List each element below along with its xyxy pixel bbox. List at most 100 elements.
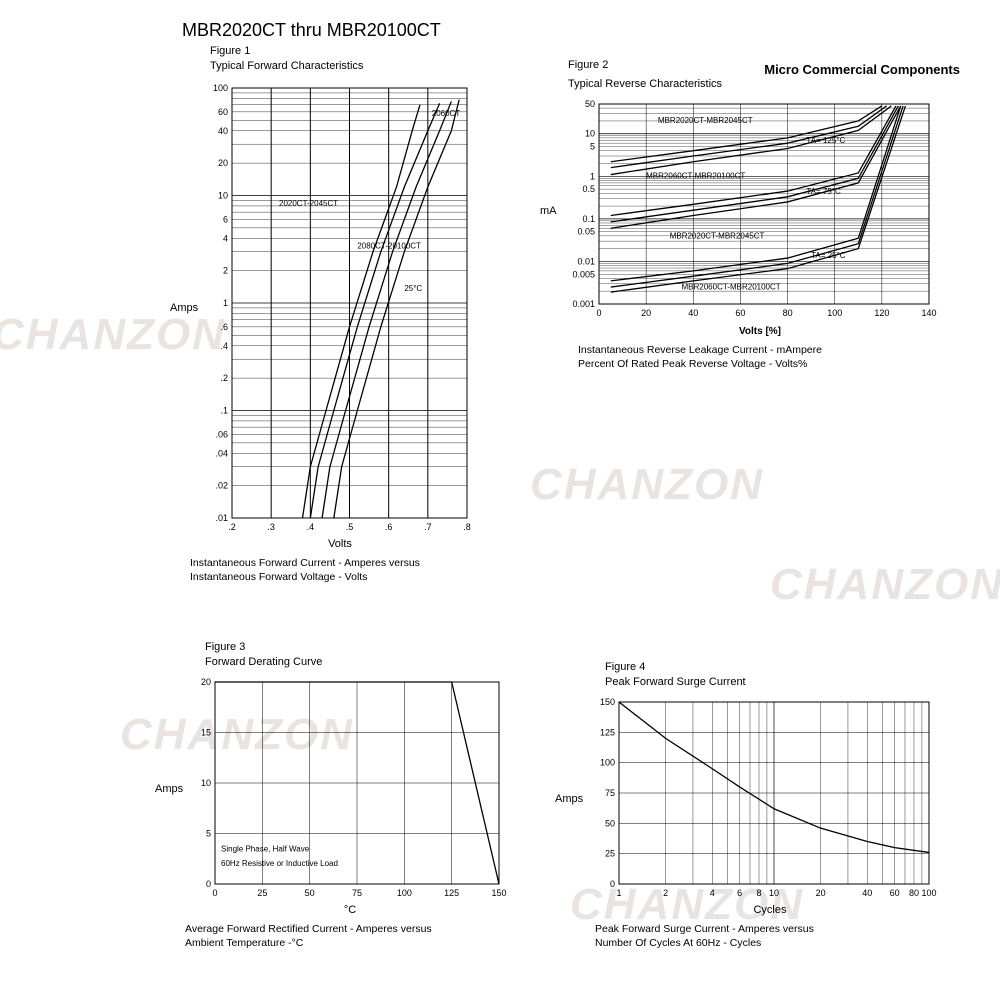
- svg-text:Single Phase, Half Wave: Single Phase, Half Wave: [221, 844, 310, 853]
- svg-text:.7: .7: [424, 522, 432, 532]
- svg-text:80: 80: [909, 888, 919, 898]
- fig3-title-a: Figure 3: [205, 641, 245, 653]
- svg-text:125: 125: [444, 888, 459, 898]
- svg-text:20: 20: [218, 158, 228, 168]
- svg-text:.4: .4: [221, 340, 229, 350]
- svg-text:20: 20: [641, 308, 651, 318]
- svg-text:4: 4: [223, 233, 228, 243]
- svg-text:1: 1: [589, 171, 594, 181]
- fig2-caption-b: Percent Of Rated Peak Reverse Voltage - …: [578, 358, 807, 370]
- svg-text:.01: .01: [216, 513, 229, 523]
- svg-text:MBR2060CT-MBR20100CT: MBR2060CT-MBR20100CT: [646, 171, 745, 180]
- svg-text:100: 100: [213, 83, 228, 93]
- fig3-plot: 025507510012515020151050Single Phase, Ha…: [187, 674, 507, 904]
- fig3-caption-a: Average Forward Rectified Current - Ampe…: [185, 923, 432, 935]
- svg-text:0: 0: [206, 879, 211, 889]
- svg-text:5: 5: [589, 141, 594, 151]
- svg-text:MBR2020CT-MBR2045CT: MBR2020CT-MBR2045CT: [669, 231, 764, 240]
- fig1-caption-b: Instantaneous Forward Voltage - Volts: [190, 571, 367, 583]
- figure-4: Figure 4 Peak Forward Surge Current Amps…: [555, 660, 955, 950]
- svg-text:MBR2060CT-MBR20100CT: MBR2060CT-MBR20100CT: [681, 282, 780, 291]
- svg-text:.2: .2: [228, 522, 236, 532]
- svg-text:4: 4: [710, 888, 715, 898]
- figure-2: Figure 2 Micro Commercial Components Typ…: [540, 58, 960, 371]
- svg-text:TA= 25°C: TA= 25°C: [811, 251, 846, 260]
- svg-text:150: 150: [492, 888, 507, 898]
- svg-text:10: 10: [218, 190, 228, 200]
- svg-text:2060CT: 2060CT: [432, 109, 461, 118]
- svg-text:10: 10: [201, 778, 211, 788]
- svg-text:0.001: 0.001: [572, 299, 595, 309]
- svg-text:100: 100: [397, 888, 412, 898]
- svg-text:0: 0: [596, 308, 601, 318]
- fig1-caption-a: Instantaneous Forward Current - Amperes …: [190, 557, 420, 569]
- svg-text:0.1: 0.1: [582, 214, 595, 224]
- svg-text:1: 1: [223, 298, 228, 308]
- svg-text:6: 6: [223, 214, 228, 224]
- svg-text:10: 10: [769, 888, 779, 898]
- svg-text:75: 75: [605, 788, 615, 798]
- watermark: CHANZON: [770, 560, 1000, 610]
- fig4-title-b: Peak Forward Surge Current: [605, 676, 746, 688]
- fig2-ylabel: mA: [540, 205, 557, 217]
- svg-text:.3: .3: [268, 522, 276, 532]
- svg-text:60: 60: [218, 107, 228, 117]
- watermark: CHANZON: [530, 460, 764, 510]
- svg-text:75: 75: [352, 888, 362, 898]
- svg-text:0.005: 0.005: [572, 269, 595, 279]
- svg-text:40: 40: [862, 888, 872, 898]
- svg-text:25: 25: [605, 848, 615, 858]
- svg-text:100: 100: [600, 757, 615, 767]
- svg-text:20: 20: [201, 677, 211, 687]
- fig3-ylabel: Amps: [155, 783, 183, 795]
- svg-text:0: 0: [610, 879, 615, 889]
- svg-text:.1: .1: [221, 405, 229, 415]
- svg-text:2: 2: [223, 265, 228, 275]
- fig4-title-a: Figure 4: [605, 661, 645, 673]
- svg-text:.6: .6: [221, 322, 229, 332]
- svg-text:0.5: 0.5: [582, 184, 595, 194]
- fig3-title-b: Forward Derating Curve: [205, 656, 322, 668]
- svg-text:2020CT-2045CT: 2020CT-2045CT: [279, 199, 338, 208]
- fig1-title-b: Typical Forward Characteristics: [210, 60, 363, 72]
- svg-text:.2: .2: [221, 373, 229, 383]
- svg-text:.5: .5: [346, 522, 354, 532]
- fig4-xlabel: Cycles: [585, 904, 955, 916]
- svg-text:120: 120: [874, 308, 889, 318]
- fig4-caption-a: Peak Forward Surge Current - Amperes ver…: [595, 923, 814, 935]
- fig1-ylabel: Amps: [170, 302, 198, 314]
- svg-text:TA= 75°C: TA= 75°C: [806, 187, 841, 196]
- svg-text:40: 40: [688, 308, 698, 318]
- svg-text:1: 1: [617, 888, 622, 898]
- fig2-title-a: Figure 2: [568, 59, 608, 71]
- fig2-title-b: Typical Reverse Characteristics: [568, 78, 722, 90]
- svg-text:150: 150: [600, 697, 615, 707]
- svg-text:15: 15: [201, 727, 211, 737]
- svg-text:.6: .6: [385, 522, 393, 532]
- svg-text:.02: .02: [216, 480, 229, 490]
- fig4-caption-b: Number Of Cycles At 60Hz - Cycles: [595, 937, 761, 949]
- fig4-ylabel: Amps: [555, 793, 583, 805]
- svg-text:60Hz Resistive or Inductive Lo: 60Hz Resistive or Inductive Load: [221, 859, 338, 868]
- fig2-caption-a: Instantaneous Reverse Leakage Current - …: [578, 344, 822, 356]
- figure-1: Figure 1 Typical Forward Characteristics…: [170, 44, 480, 584]
- svg-text:140: 140: [921, 308, 936, 318]
- fig4-plot: 1246810204060801001501251007550250: [587, 694, 937, 904]
- figure-3: Figure 3 Forward Derating Curve Amps 025…: [155, 640, 515, 950]
- svg-text:0.01: 0.01: [577, 256, 595, 266]
- svg-text:0.05: 0.05: [577, 226, 595, 236]
- svg-text:2: 2: [663, 888, 668, 898]
- svg-text:0: 0: [213, 888, 218, 898]
- fig2-xlabel: Volts [%]: [560, 326, 960, 337]
- svg-text:8: 8: [757, 888, 762, 898]
- svg-text:40: 40: [218, 125, 228, 135]
- svg-text:20: 20: [816, 888, 826, 898]
- svg-text:2080CT-20100CT: 2080CT-20100CT: [357, 241, 421, 250]
- svg-text:125: 125: [600, 727, 615, 737]
- svg-text:60: 60: [890, 888, 900, 898]
- svg-text:10: 10: [584, 128, 594, 138]
- svg-text:6: 6: [737, 888, 742, 898]
- svg-text:.4: .4: [307, 522, 315, 532]
- fig3-caption-b: Ambient Temperature -°C: [185, 937, 303, 949]
- svg-text:.04: .04: [216, 448, 229, 458]
